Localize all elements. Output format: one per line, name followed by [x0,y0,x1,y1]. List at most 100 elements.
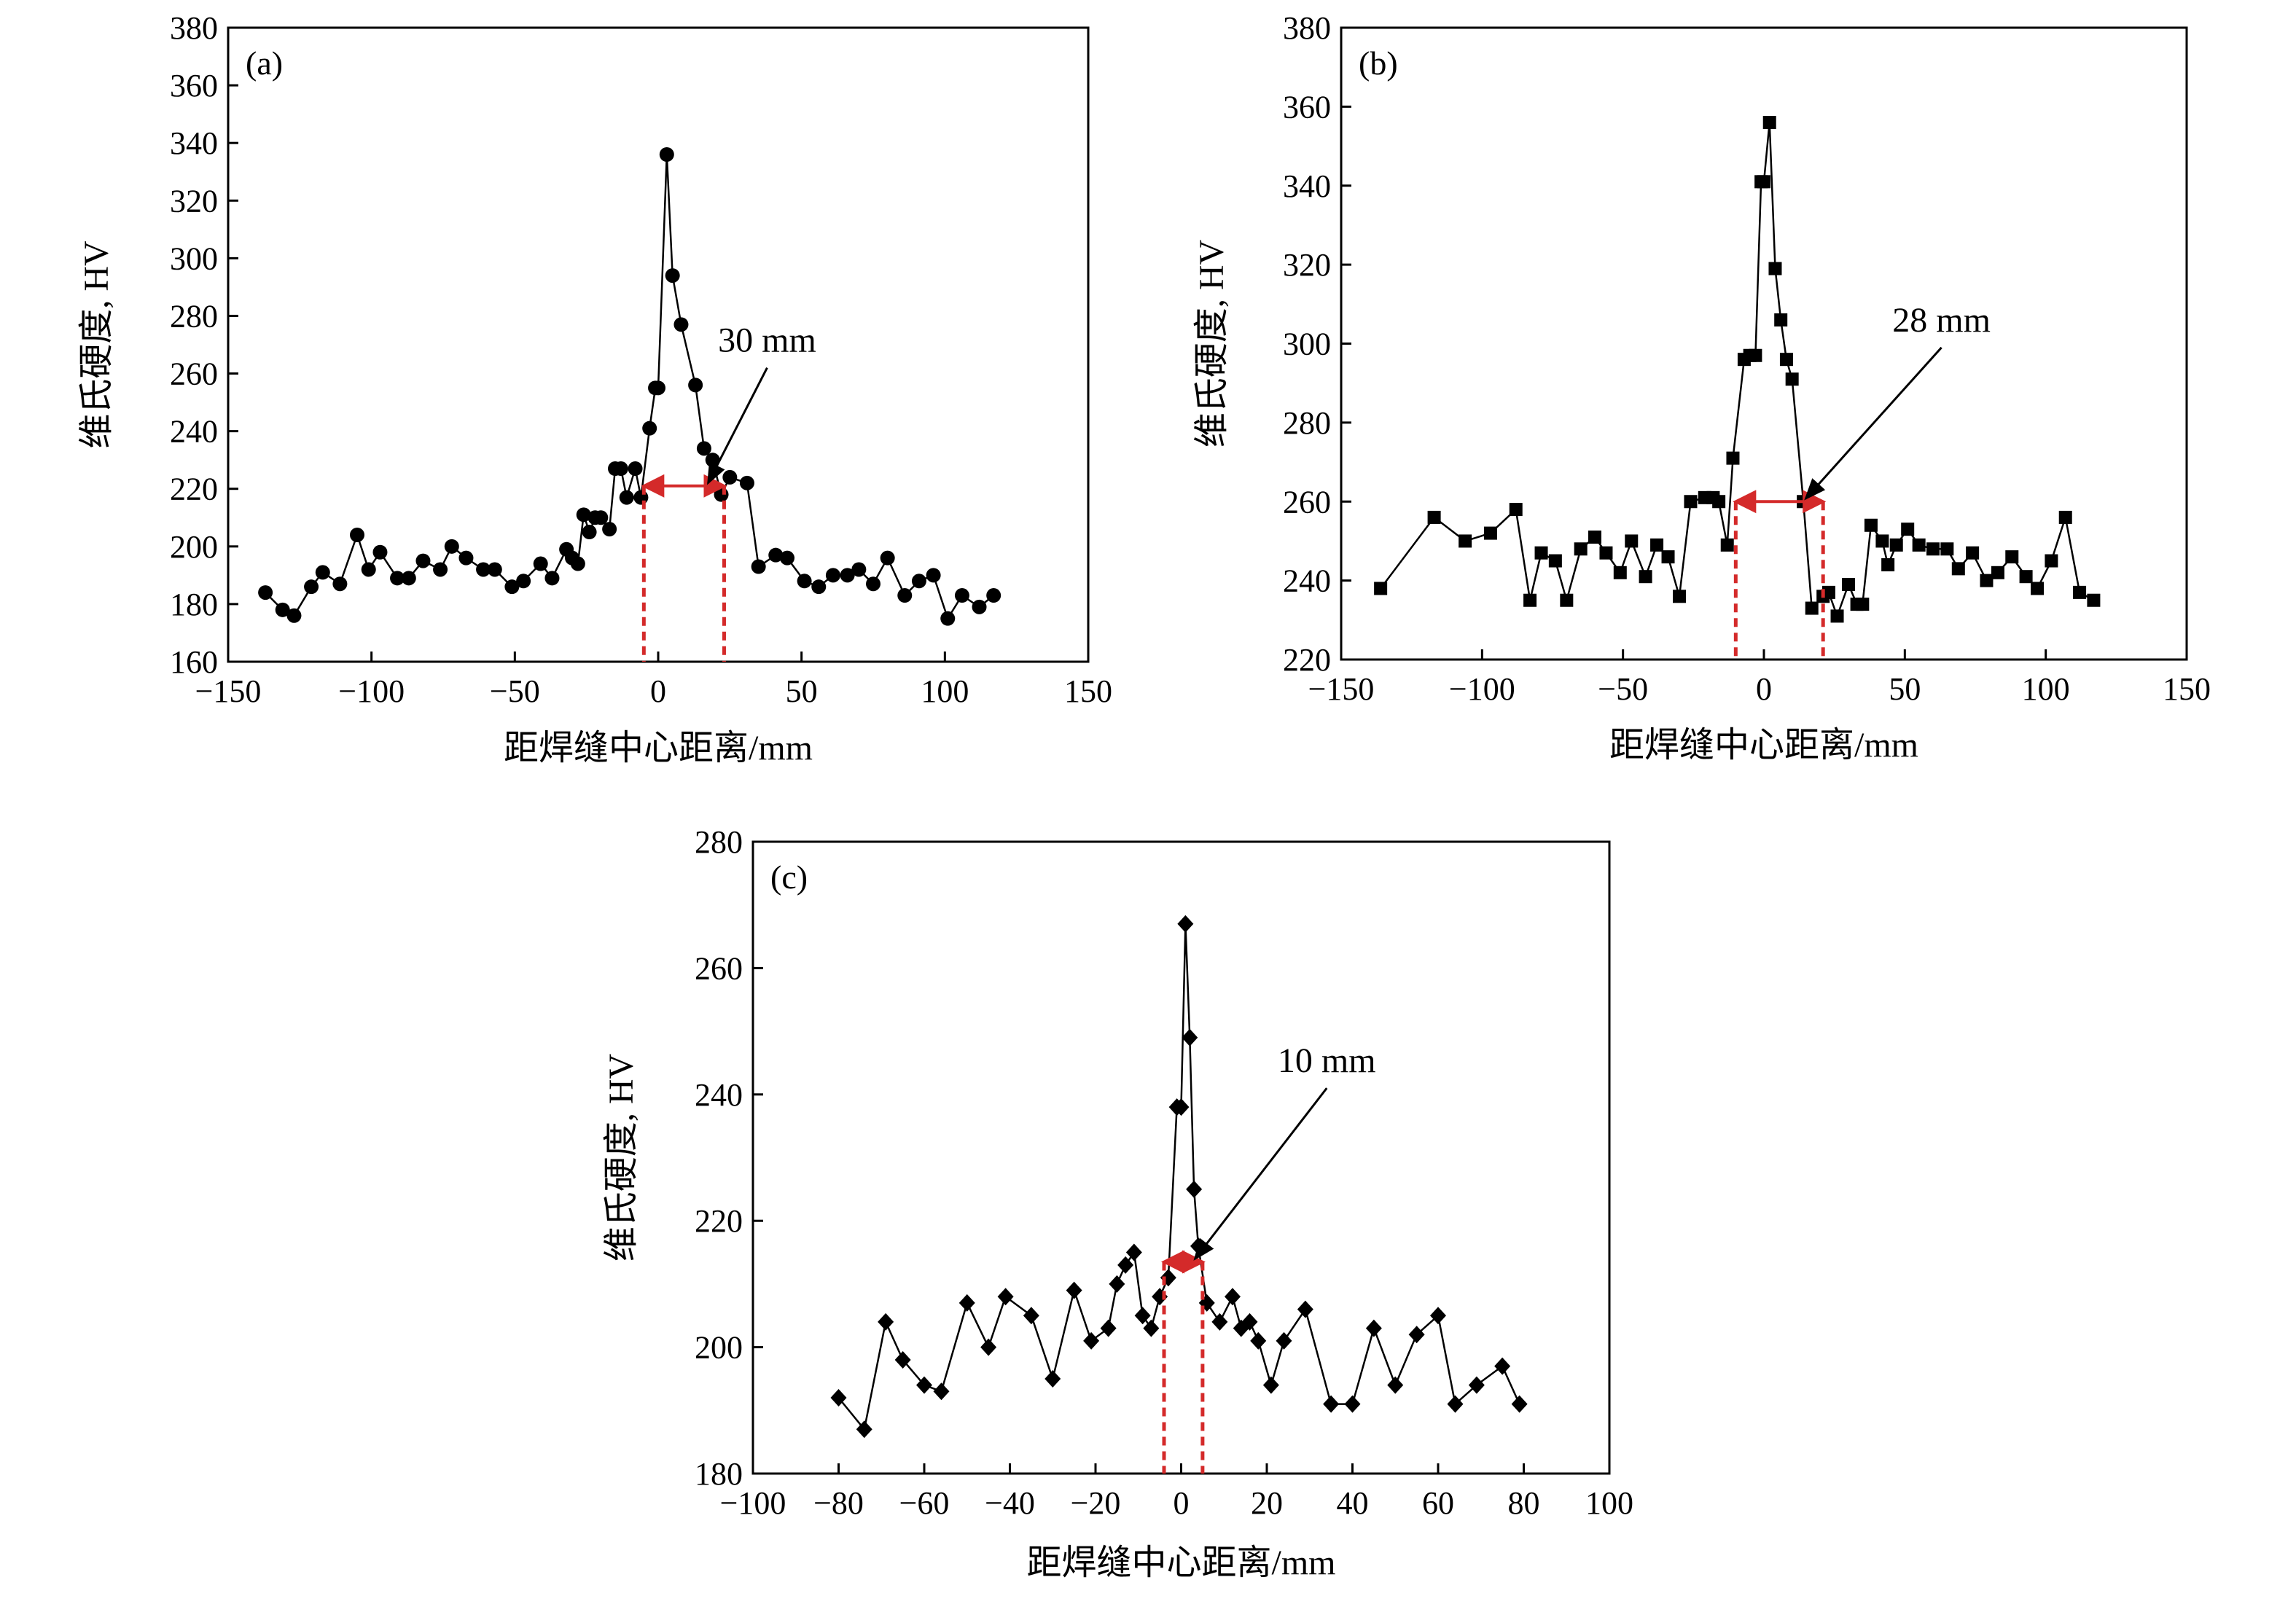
x-tick-label: 40 [1337,1485,1369,1521]
x-tick-label: −50 [490,673,540,709]
data-point [1881,558,1895,571]
data-point [780,550,794,566]
data-point [933,1382,950,1401]
data-point [1588,531,1601,544]
data-point [602,522,617,537]
y-tick-label: 220 [695,1203,743,1239]
data-point [1821,585,1835,599]
data-point [593,510,609,525]
y-tick-label: 260 [1283,484,1331,520]
data-point [258,585,273,600]
y-axis-title: 维氏硬度, HV [602,1054,641,1262]
data-point [1864,518,1878,532]
y-tick-label: 340 [170,125,218,161]
y-tick-label: 300 [170,240,218,276]
y-tick-label: 200 [170,529,218,565]
data-point [1856,598,1870,611]
data-point [1650,538,1664,552]
data-point [1511,1395,1528,1413]
x-tick-label: −150 [195,673,262,709]
data-point [642,420,657,436]
x-tick-label: 0 [1756,671,1772,707]
data-point [1749,348,1762,362]
data-point [2087,593,2101,607]
y-axis-title: 维氏硬度, HV [77,240,116,449]
plot-frame [751,840,1611,1475]
chart-panel-b: 220 240 260 280 300 320 340 360 380 −150 −100 −50 0 5… [1192,10,2211,764]
data-point [1625,534,1639,548]
data-point [688,377,703,393]
data-point [350,528,364,542]
data-point [1762,116,1776,130]
data-point [1186,1180,1203,1198]
data-point [954,588,969,603]
annotation-pointer [1804,346,1942,501]
data-point [1023,1307,1039,1325]
data-point [739,475,754,490]
data-point [433,562,448,577]
x-axis-title: 距焊缝中心距离/mm [1609,726,1918,764]
y-tick-label: 260 [695,950,743,986]
data-point [659,147,674,162]
x-axis-title: 距焊缝中心距离/mm [504,729,813,767]
y-tick-label: 280 [1283,405,1331,441]
data-point [1842,578,1855,592]
x-tick-label: −60 [899,1485,950,1521]
data-point [332,576,348,592]
data-point [1100,1319,1117,1337]
width-annotation-label: 30 mm [718,321,816,360]
data-point [1574,542,1588,556]
data-point [673,317,689,332]
data-point [1066,1281,1082,1299]
data-point [1250,1331,1267,1350]
data-point [628,461,643,477]
data-point [696,441,711,456]
x-tick-label: 20 [1251,1485,1283,1521]
plot-frame [227,26,1090,663]
data-point [894,1350,911,1369]
x-tick-label: −100 [338,673,405,709]
x-tick-label: 100 [2022,671,2070,707]
data-point [1323,1395,1340,1413]
data-point [1901,523,1915,536]
y-tick-label: 180 [170,587,218,622]
data-point [582,525,597,540]
data-point [1684,495,1698,509]
data-point [1779,353,1793,367]
data-point [1774,313,1788,326]
data-point [1177,915,1194,933]
y-tick-label: 280 [695,824,743,860]
data-point [880,550,895,566]
data-point [856,1420,872,1439]
data-point [1374,582,1388,595]
data-point [916,1376,932,1394]
data-point [487,562,502,577]
data-point [651,380,665,396]
data-point [1830,609,1844,623]
x-tick-label: −150 [1308,671,1375,707]
x-tick-label: 100 [921,673,969,709]
x-tick-label: −100 [1449,671,1515,707]
data-point [1427,510,1441,524]
data-point [972,599,987,614]
data-point [2058,510,2072,524]
data-point [1408,1326,1425,1344]
data-point [878,1312,894,1331]
x-tick-label: −50 [1598,671,1648,707]
data-point [1083,1331,1100,1350]
data-point [1276,1331,1292,1350]
data-point [1889,538,1903,552]
data-point [1509,503,1523,517]
chart-panel-a: 160 180 200 220 240 260 280 300 320 340 360 380 −150… [77,10,1112,767]
data-point [1661,550,1675,564]
y-tick-label: 320 [170,183,218,219]
data-point [1523,593,1537,607]
x-tick-label: −40 [985,1485,1035,1521]
data-point [751,559,766,574]
data-point [997,1288,1014,1306]
data-point [1805,601,1819,615]
data-point [415,553,431,568]
data-point [2073,585,2087,599]
x-tick-label: 100 [1585,1485,1633,1521]
